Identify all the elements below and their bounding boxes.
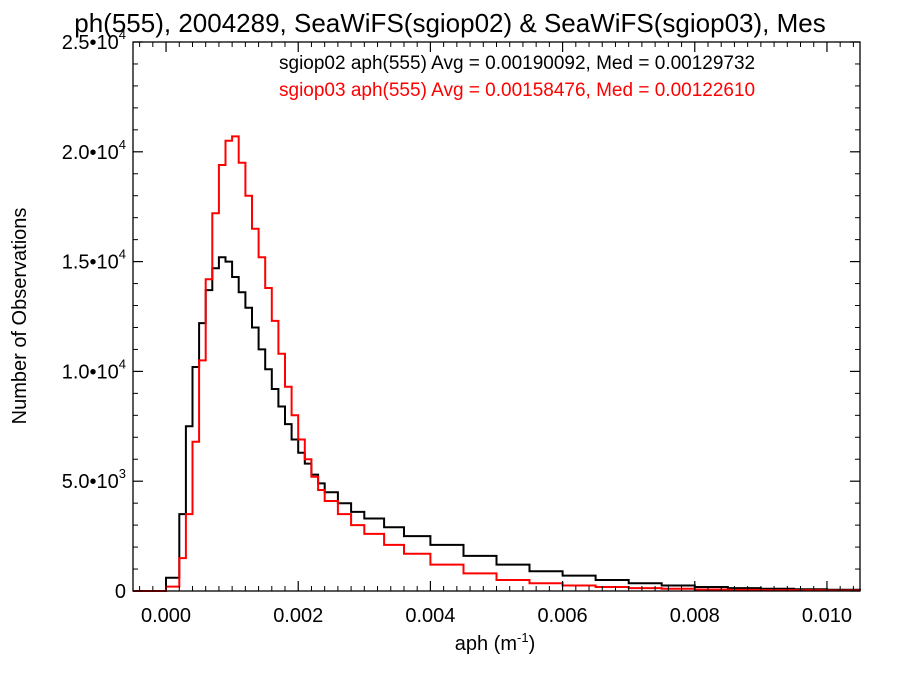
x-axis-label-text: aph (m — [455, 633, 517, 655]
x-tick-label-0: 0.000 — [141, 605, 191, 627]
plot-frame — [132, 41, 861, 592]
y-axis-label: Number of Observations — [9, 208, 31, 425]
y-tick-label-1: 5.0•103 — [62, 466, 126, 493]
legend: sgiop02 aph(555) Avg = 0.00190092, Med =… — [279, 53, 755, 101]
y-axis: 0 5.0•103 1.0•104 1.5•104 2.0•104 2.5•104 — [62, 27, 860, 603]
x-tick-label-4: 0.008 — [670, 605, 720, 627]
legend-entry-sgiop02: sgiop02 aph(555) Avg = 0.00190092, Med =… — [279, 53, 755, 74]
y-tick-label-2: 1.0•104 — [62, 356, 126, 383]
x-tick-label-5: 0.010 — [802, 605, 852, 627]
chart-title: ph(555), 2004289, SeaWiFS(sgiop02) & Sea… — [74, 8, 825, 38]
x-tick-label-3: 0.006 — [538, 605, 588, 627]
x-axis-label: aph (m-1) — [455, 630, 535, 655]
y-tick-label-5: 2.5•104 — [62, 27, 126, 54]
series-layer — [133, 135, 861, 592]
y-tick-label-4: 2.0•104 — [62, 137, 126, 164]
x-axis: 0.000 0.002 0.004 0.006 0.008 0.010 — [139, 42, 854, 627]
x-axis-label-close: ) — [529, 633, 536, 655]
series-line-sgiop02 — [133, 256, 861, 592]
y-tick-label-3: 1.5•104 — [62, 247, 126, 274]
legend-entry-sgiop03: sgiop03 aph(555) Avg = 0.00158476, Med =… — [279, 80, 755, 101]
x-axis-label-exponent: -1 — [517, 630, 529, 645]
y-tick-label-0: 0 — [115, 581, 126, 603]
series-line-sgiop03 — [133, 135, 861, 592]
x-tick-label-2: 0.004 — [405, 605, 455, 627]
x-tick-label-1: 0.002 — [273, 605, 323, 627]
